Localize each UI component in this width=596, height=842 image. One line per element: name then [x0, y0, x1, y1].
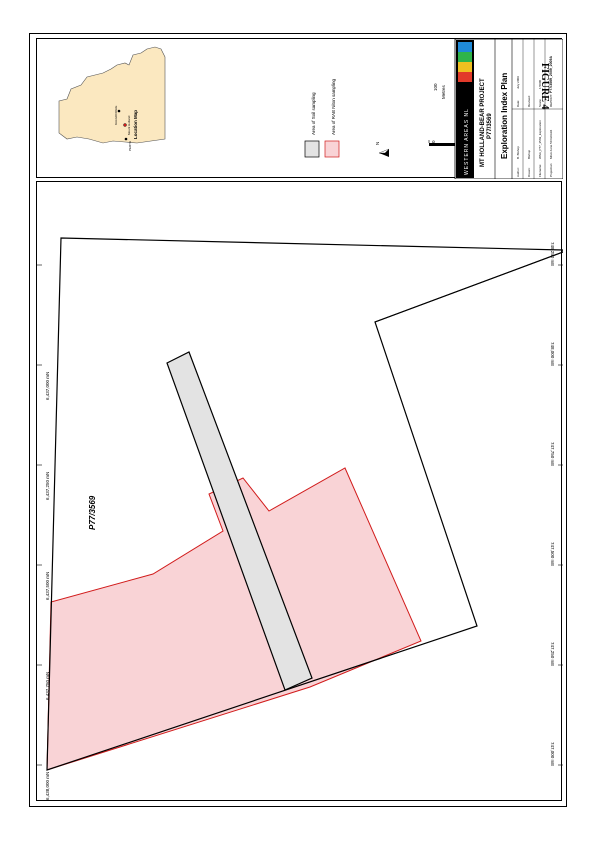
place-label-mount-holland: Mount Holland: [127, 115, 131, 135]
place-label-perth: PERTH: [128, 141, 132, 151]
filename-label: Filename:: [538, 164, 542, 177]
easting-label: 747,250 mE: [550, 642, 555, 666]
legend-items: Area of Soil sampling Area of RAB Niton …: [305, 78, 339, 157]
figure-label: FIGURE 4: [530, 63, 550, 113]
projection-label: Projection:: [549, 163, 553, 177]
northing-label: 6,438,000 mN: [45, 772, 50, 800]
author-value: B. Bishop: [516, 146, 520, 159]
drawn-label: Drawn:: [527, 167, 531, 177]
tenement-name: P77/3569: [487, 113, 493, 139]
location-map: Location Map KALGOORLIE Mount Holland PE…: [59, 47, 165, 151]
scale-tick-0: 0: [431, 140, 436, 143]
legend-swatch-rab: [325, 141, 339, 157]
easting-label: 748,250 mE: [550, 242, 555, 266]
australia-wa-outline: [59, 47, 165, 143]
perth-marker: [125, 138, 128, 141]
scale-tick-100: 100: [433, 83, 438, 91]
drawn-value: Bishop: [527, 149, 531, 159]
kalgoorlie-marker: [118, 110, 121, 113]
legend-label-soil: Area of Soil sampling: [311, 92, 316, 135]
plan-title: Exploration Index Plan: [500, 73, 509, 159]
date-label: Date:: [516, 100, 520, 107]
tenement-label: P77/3569: [88, 495, 97, 530]
scale-unit: Metres: [441, 84, 446, 99]
date-value: July 2009: [516, 76, 520, 89]
north-arrow: N: [375, 142, 389, 157]
north-label: N: [375, 142, 380, 145]
easting-label: 747,750 mE: [550, 442, 555, 466]
easting-grid-labels: 747,000 mE 747,250 mE 747,500 mE 747,750…: [550, 242, 563, 766]
northing-label: 6,437,500 mN: [45, 572, 50, 600]
location-map-title: Location Map: [133, 110, 138, 139]
company-name: WESTERN AREAS NL: [464, 108, 470, 175]
place-label-kalgoorlie: KALGOORLIE: [114, 106, 118, 125]
exploration-map: P77/3569 6,438,000 mN 6,437,750 mN 6,437…: [37, 182, 563, 802]
filename-value: WSA_P77_3569_Exploration: [538, 120, 542, 159]
northing-label: 6,437,750 mN: [45, 672, 50, 700]
author-label: Author:: [516, 167, 520, 177]
projection-value: MGA Zone 50 GDA94: [549, 129, 553, 159]
northing-label: 6,437,250 mN: [45, 472, 50, 500]
legend-svg: Location Map KALGOORLIE Mount Holland PE…: [37, 39, 563, 179]
northing-label: 6,437,000 mN: [45, 372, 50, 400]
project-name: MT HOLLAND-BEAR PROJECT: [480, 78, 486, 167]
legend-panel: Location Map KALGOORLIE Mount Holland PE…: [36, 38, 562, 178]
easting-label: 747,500 mE: [550, 542, 555, 566]
easting-label: 748,000 mE: [550, 342, 555, 366]
easting-label: 747,000 mE: [550, 742, 555, 766]
map-panel: P77/3569 6,438,000 mN 6,437,750 mN 6,437…: [36, 181, 562, 801]
legend-label-rab: Area of RAB Niton sampling: [331, 78, 336, 135]
legend-swatch-soil: [305, 141, 319, 157]
